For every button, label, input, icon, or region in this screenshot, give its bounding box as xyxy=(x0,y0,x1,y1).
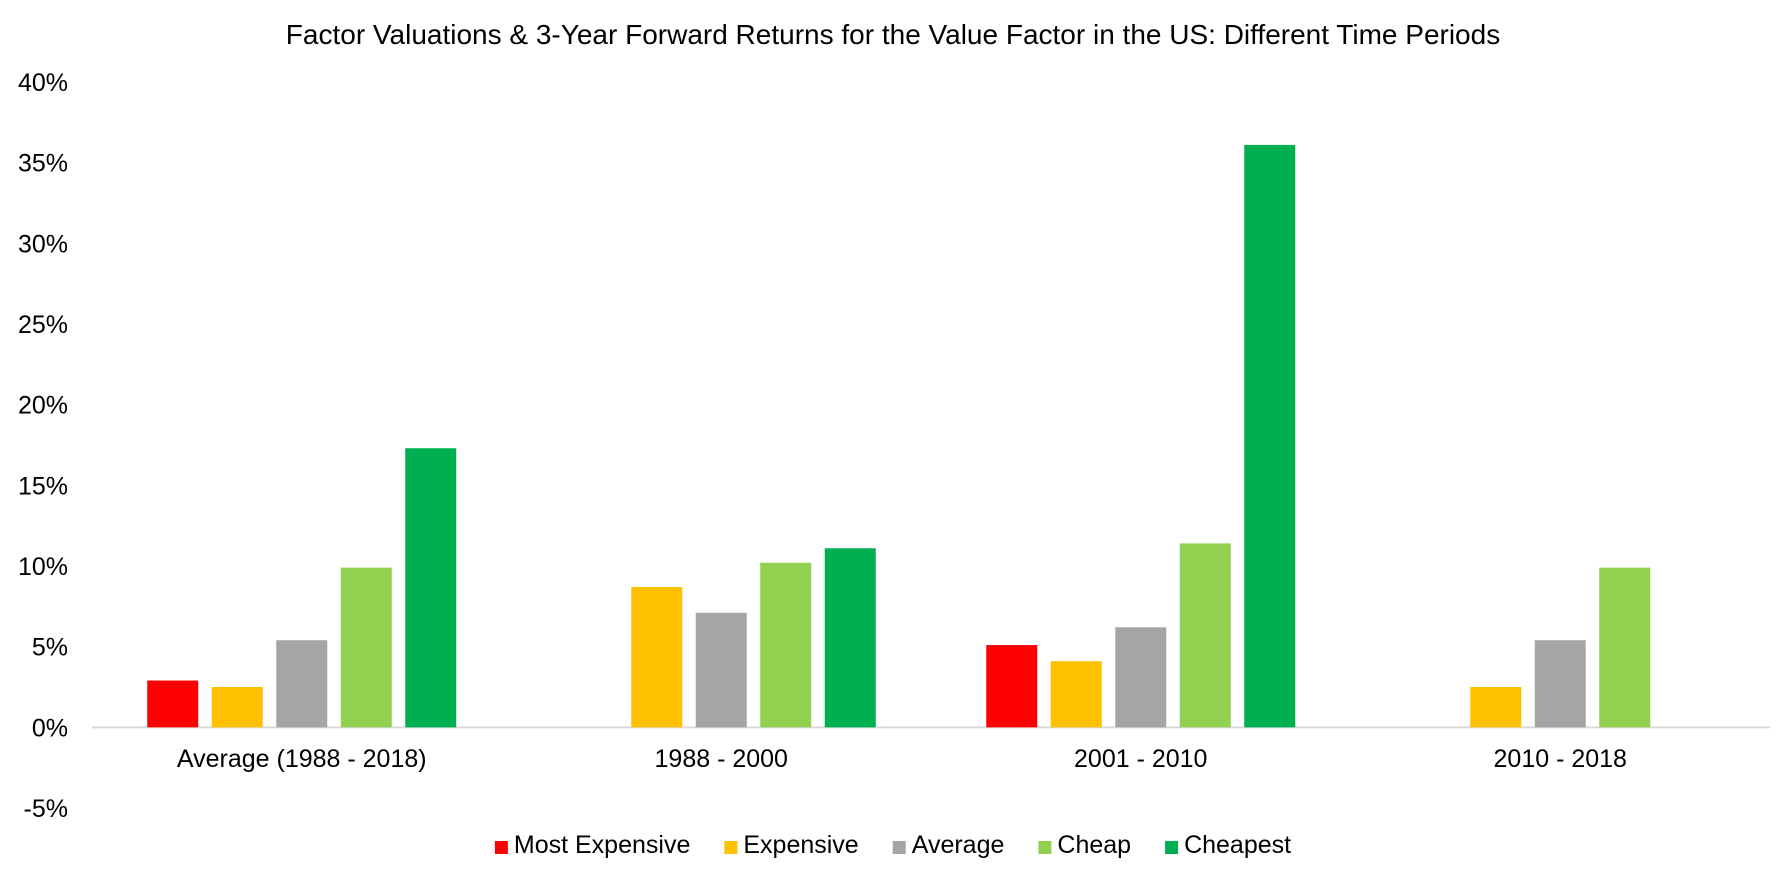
bar-average xyxy=(695,612,747,728)
legend-swatch xyxy=(494,841,508,854)
bar-cheap xyxy=(1179,543,1231,728)
x-category-label: 1988 - 2000 xyxy=(655,745,788,773)
bar-cheapest xyxy=(405,448,457,728)
y-tick-label: -5% xyxy=(24,795,68,823)
legend-item: Average xyxy=(892,831,1005,859)
y-tick-label: 35% xyxy=(18,150,68,178)
bar-expensive xyxy=(1050,661,1102,728)
x-category-label: 2010 - 2018 xyxy=(1494,745,1627,773)
legend-item: Cheap xyxy=(1038,831,1131,859)
legend-item: Cheapest xyxy=(1165,831,1291,859)
legend-item: Most Expensive xyxy=(494,831,690,859)
bar-average xyxy=(1115,627,1167,728)
bar-cheapest xyxy=(824,548,876,728)
bar-expensive xyxy=(1470,687,1522,728)
bar-cheapest xyxy=(1244,144,1296,728)
legend-swatch xyxy=(1165,841,1179,854)
legend-item: Expensive xyxy=(724,831,859,859)
bar-average xyxy=(276,640,328,728)
bar-expensive xyxy=(631,586,683,728)
bar-most-expensive xyxy=(986,645,1038,728)
legend-swatch xyxy=(724,841,738,854)
x-category-label: Average (1988 - 2018) xyxy=(177,745,427,773)
y-tick-label: 5% xyxy=(32,634,68,662)
y-tick-label: 25% xyxy=(18,311,68,339)
y-tick-label: 15% xyxy=(18,472,68,500)
legend-swatch xyxy=(1038,841,1052,854)
y-axis: -5% 0% 5% 10% 15% 20% 25% 30% 35% 40% xyxy=(18,69,68,823)
legend-label: Average xyxy=(912,831,1005,859)
bars xyxy=(147,144,1651,728)
bar-cheap xyxy=(340,567,392,728)
legend-label: Cheap xyxy=(1057,831,1131,859)
y-tick-label: 30% xyxy=(18,230,68,258)
y-tick-label: 20% xyxy=(18,392,68,420)
x-category-label: 2001 - 2010 xyxy=(1074,745,1207,773)
bar-average xyxy=(1534,640,1586,728)
legend-label: Expensive xyxy=(743,831,858,859)
y-tick-label: 10% xyxy=(18,553,68,581)
bar-expensive xyxy=(211,687,263,728)
chart-title: Factor Valuations & 3-Year Forward Retur… xyxy=(286,19,1500,50)
bar-cheap xyxy=(760,562,812,728)
bar-cheap xyxy=(1599,567,1651,728)
legend-swatch xyxy=(892,841,906,854)
bar-most-expensive xyxy=(147,680,199,728)
legend: Most Expensive Expensive Average Cheap Cheap… xyxy=(494,831,1291,859)
legend-label: Cheapest xyxy=(1184,831,1291,859)
legend-label: Most Expensive xyxy=(514,831,690,859)
y-tick-label: 0% xyxy=(32,714,68,742)
y-tick-label: 40% xyxy=(18,69,68,97)
x-axis: Average (1988 - 2018) 1988 - 2000 2001 - 2… xyxy=(177,745,1627,773)
